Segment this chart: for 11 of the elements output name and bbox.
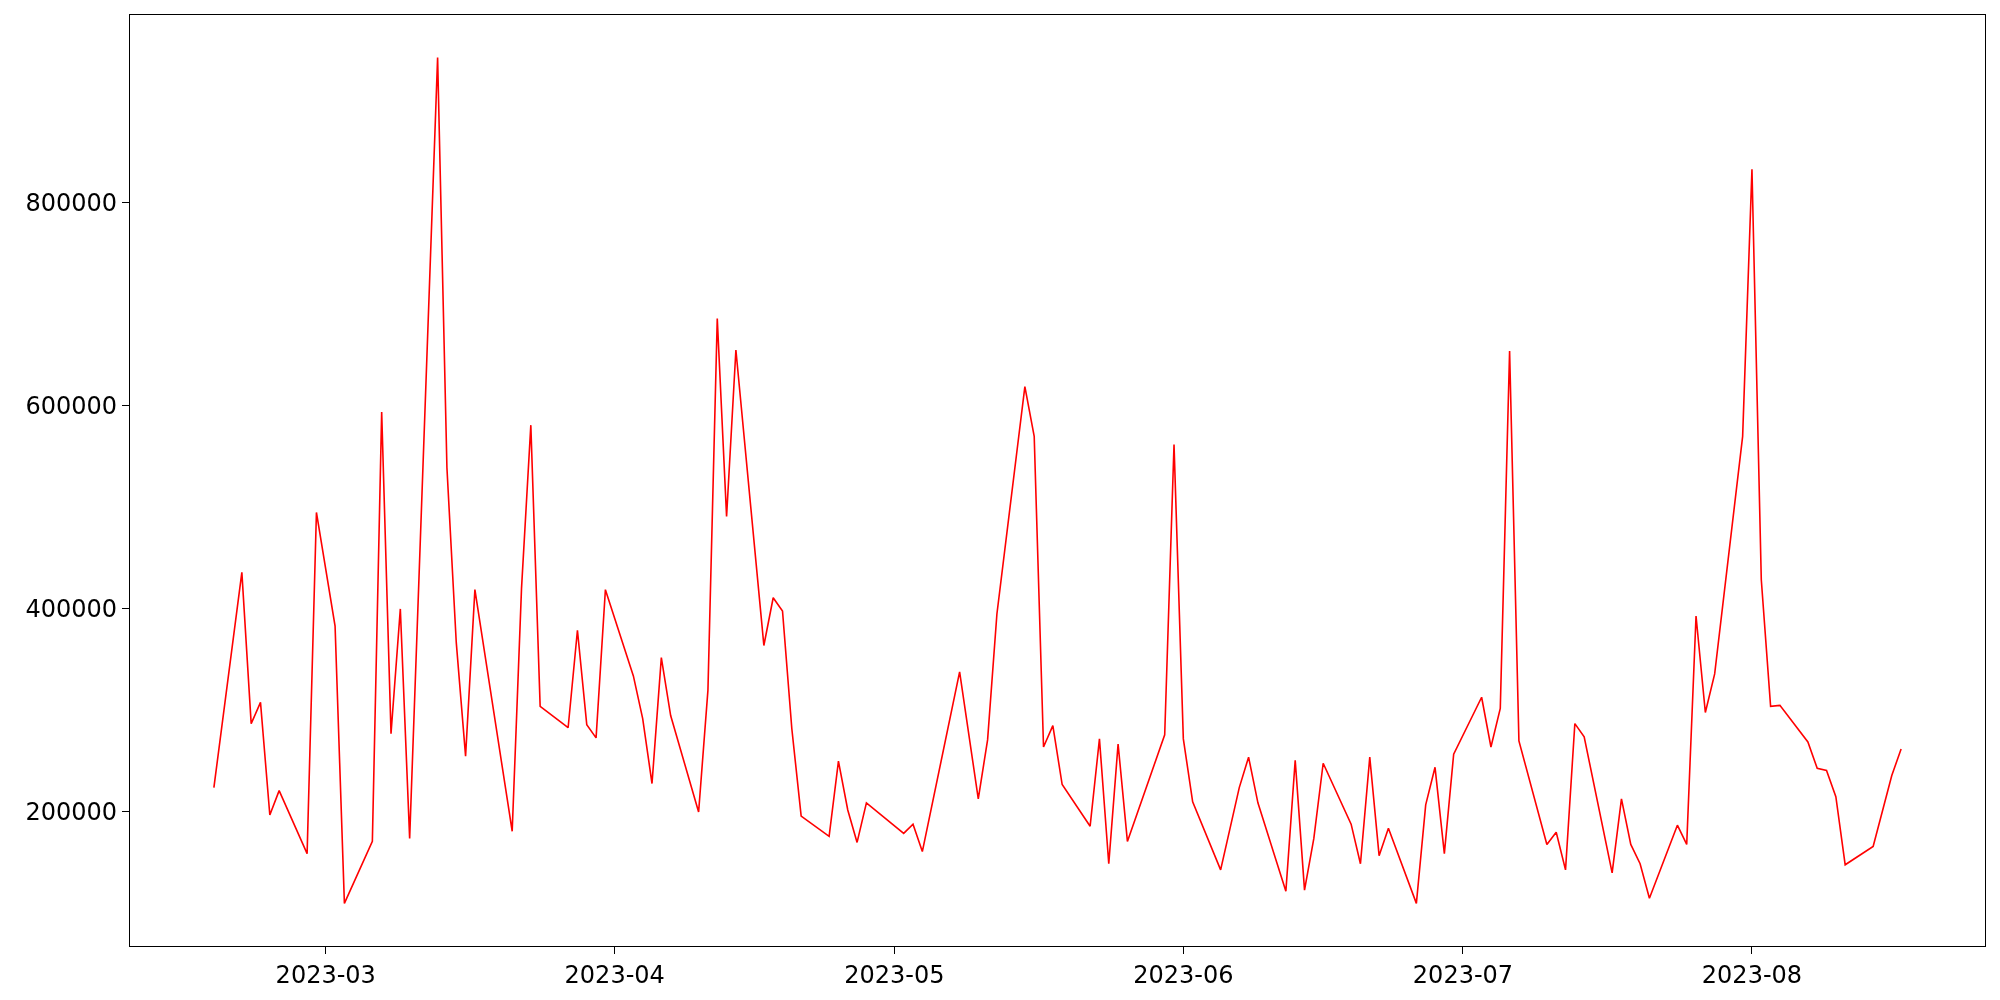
y-tick-label: 200000: [25, 798, 118, 827]
x-tick-label: 2023-07: [1412, 960, 1514, 989]
y-tick-label: 800000: [25, 189, 118, 218]
x-tick-label: 2023-08: [1701, 960, 1803, 989]
x-tick-label: 2023-06: [1133, 960, 1234, 989]
y-tick-label: 600000: [25, 392, 118, 421]
x-tick-label: 2023-04: [564, 960, 665, 989]
y-tick-label: 400000: [25, 595, 118, 624]
x-tick-label: 2023-03: [275, 960, 376, 989]
line-series: [213, 56, 1902, 905]
x-tick-label: 2023-05: [844, 960, 945, 989]
